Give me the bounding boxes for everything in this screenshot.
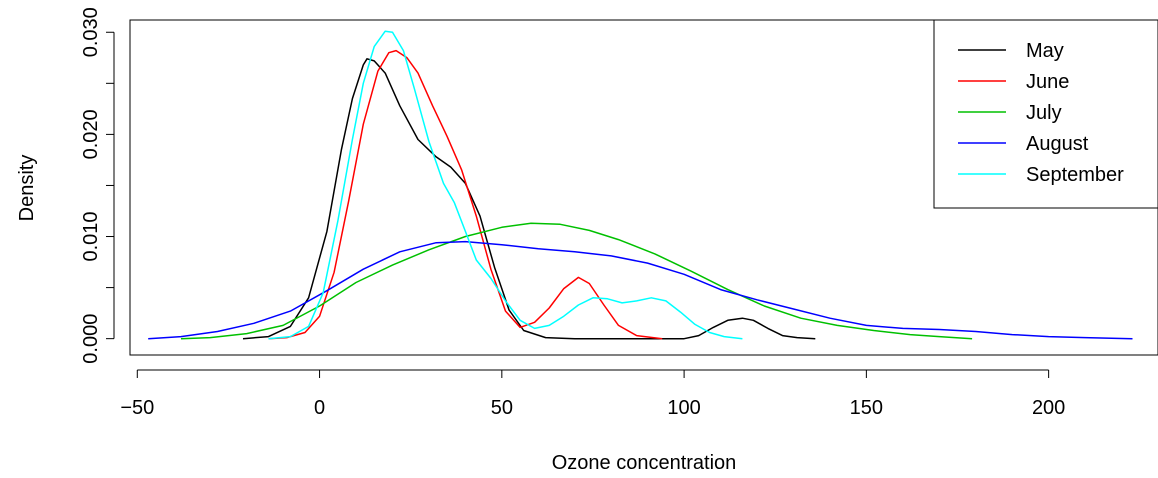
legend-label-july: July (1026, 102, 1062, 124)
series-layer (148, 30, 1133, 340)
series-line-may (242, 58, 816, 340)
x-tick-label: 100 (667, 397, 700, 419)
legend-box (933, 19, 1158, 209)
series-line-june (268, 49, 663, 340)
series-line-september (268, 30, 743, 340)
legend-label-may: May (1026, 40, 1064, 62)
x-tick-label: 200 (1032, 397, 1065, 419)
legend-label-june: June (1026, 71, 1069, 93)
x-tick-label: 50 (491, 397, 513, 419)
y-tick-label: 0.000 (80, 314, 102, 364)
y-tick-label: 0.010 (80, 211, 102, 261)
x-axis-label: Ozone concentration (552, 452, 737, 474)
x-tick-label: −50 (120, 397, 154, 419)
legend: May June July August September (933, 19, 1158, 209)
legend-label-september: September (1026, 164, 1124, 186)
y-tick-label: 0.030 (80, 7, 102, 57)
series-line-august (148, 240, 1133, 340)
series-line-july (180, 222, 973, 340)
legend-label-august: August (1026, 133, 1089, 155)
y-axis-label: Density (16, 155, 38, 222)
y-tick-label: 0.020 (80, 109, 102, 159)
x-tick-label: 150 (850, 397, 883, 419)
plot-area-border (129, 19, 1158, 356)
y-axis: 0.000 0.010 0.020 0.030 (80, 7, 115, 364)
x-axis: −50 0 50 100 150 200 (120, 369, 1065, 419)
x-tick-label: 0 (314, 397, 325, 419)
